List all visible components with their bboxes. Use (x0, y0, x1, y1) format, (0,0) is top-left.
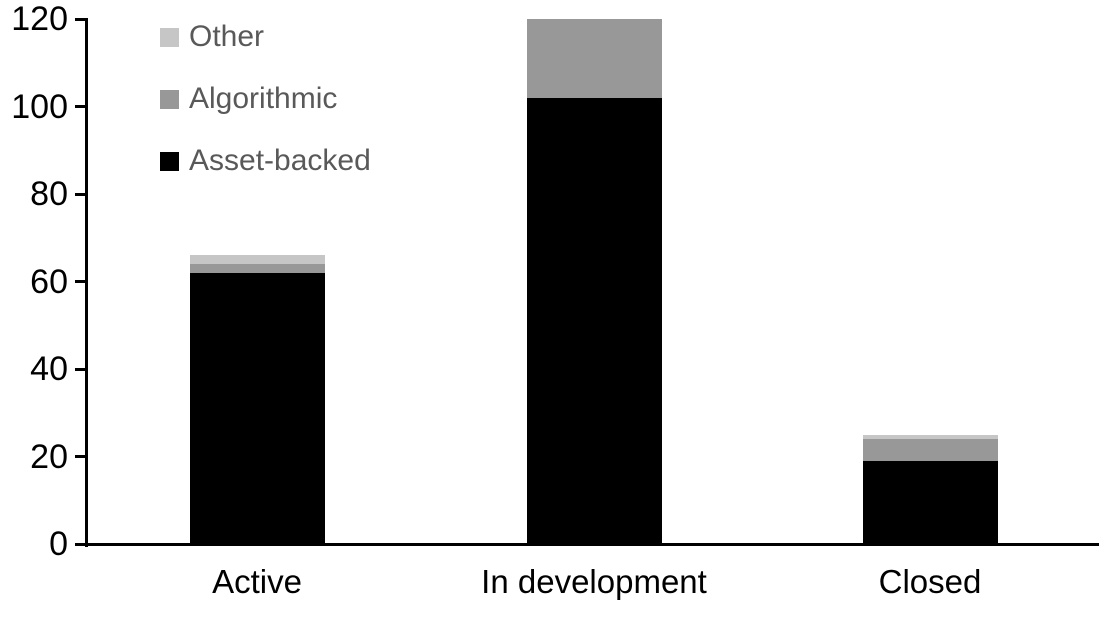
y-axis-tick (75, 192, 88, 196)
legend-label: Algorithmic (189, 82, 338, 115)
legend-label: Asset-backed (189, 144, 371, 177)
y-tick-label: 80 (30, 175, 68, 213)
y-tick-label: 40 (30, 350, 68, 388)
y-axis-tick (75, 455, 88, 458)
x-axis-line (75, 542, 1099, 546)
bar-segment-asset-backed (526, 97, 662, 544)
y-axis-tick (75, 367, 88, 371)
x-axis-label: Active (212, 563, 302, 600)
y-tick-label: 20 (30, 437, 68, 476)
y-axis-tick (75, 17, 88, 21)
bar-segment-asset-backed (189, 272, 325, 544)
bar-segment-algorithmic (526, 19, 662, 98)
legend-item-asset-backed: Asset-backed (160, 144, 371, 177)
bar-segment-asset-backed (862, 460, 998, 544)
y-axis-tick (75, 105, 88, 108)
legend-swatch-icon (160, 151, 179, 171)
bar-segment-other (189, 255, 325, 264)
bar-segment-algorithmic (189, 264, 325, 273)
x-axis-label: In development (481, 563, 707, 600)
y-tick-label: 100 (11, 87, 68, 126)
y-tick-label: 60 (30, 262, 68, 301)
bar-segment-algorithmic (862, 439, 998, 461)
legend-item-algorithmic: Algorithmic (160, 82, 371, 115)
legend-item-other: Other (160, 20, 371, 53)
legend-swatch-icon (160, 89, 179, 109)
y-axis-tick (75, 280, 88, 283)
y-tick-label: 120 (11, 0, 68, 38)
x-axis-label: Closed (878, 563, 982, 600)
legend-swatch-icon (160, 27, 179, 47)
chart-legend: Other Algorithmic Asset-backed (160, 20, 371, 177)
y-axis-line (85, 19, 88, 547)
y-tick-label: 0 (49, 525, 68, 563)
legend-label: Other (189, 20, 265, 53)
bar-segment-other (862, 434, 998, 439)
